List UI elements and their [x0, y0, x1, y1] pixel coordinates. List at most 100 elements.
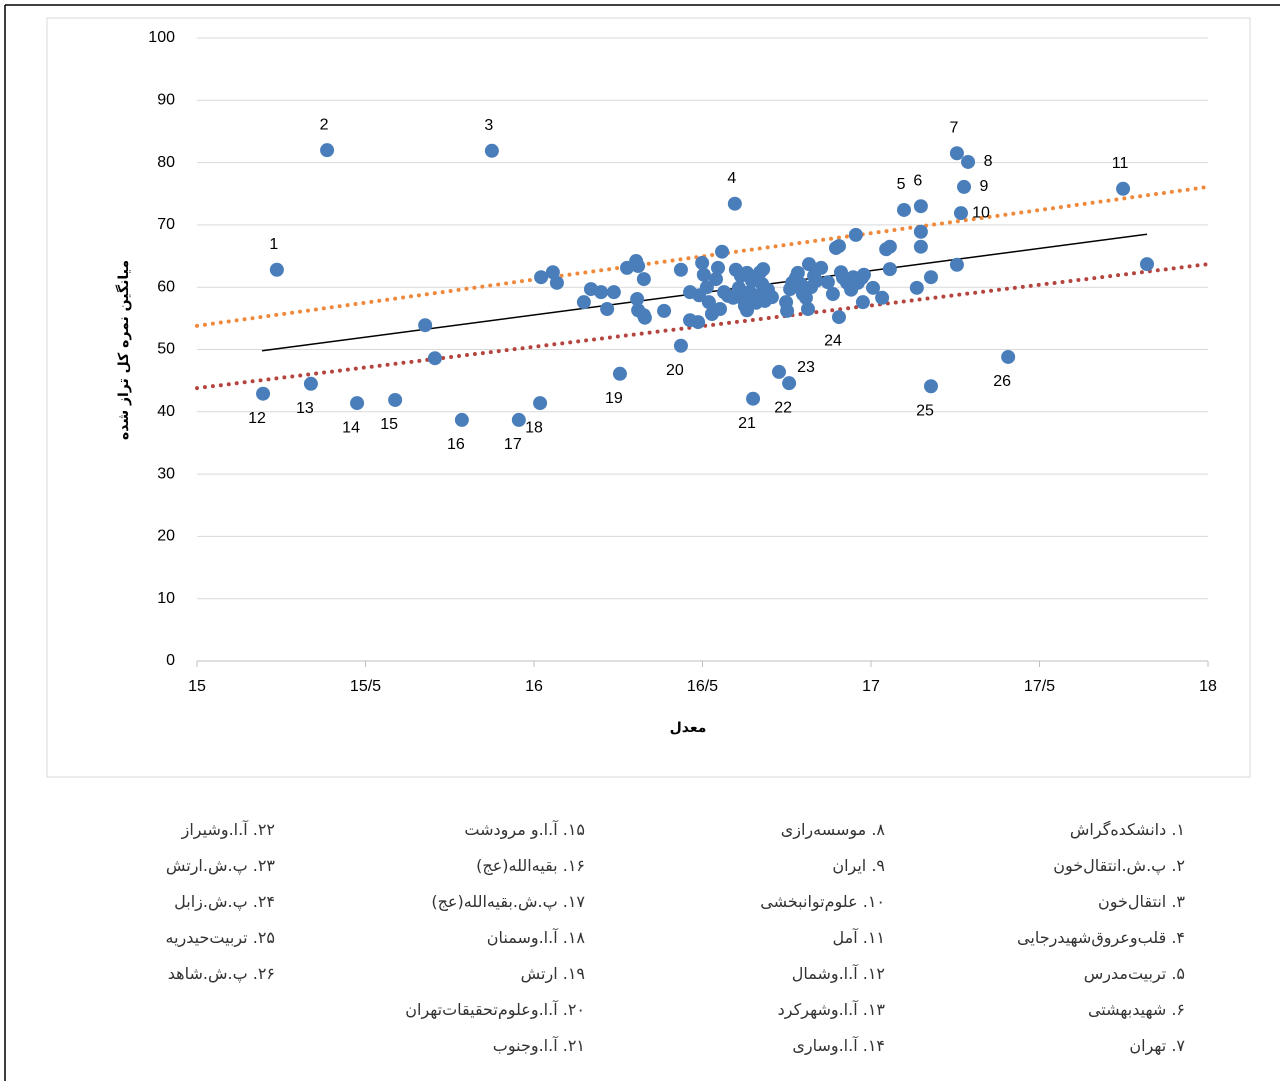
- point: [800, 302, 815, 317]
- point: [715, 244, 730, 259]
- point: [848, 227, 863, 242]
- y-tick-label: 50: [157, 341, 175, 358]
- point: [427, 351, 442, 366]
- point: [923, 379, 938, 394]
- legend-note: ۱۹. ارتش: [520, 964, 585, 983]
- y-tick-label: 90: [157, 92, 175, 109]
- point: [780, 303, 795, 318]
- point: [856, 267, 871, 282]
- point: [691, 315, 706, 330]
- point-label: 13: [296, 400, 314, 417]
- point: [713, 302, 728, 317]
- y-tick-label: 40: [157, 403, 175, 420]
- point-label: 1: [269, 236, 278, 253]
- point: [696, 267, 711, 282]
- point: [484, 143, 499, 158]
- legend-note: ۶. شهیدبهشتی: [1087, 1000, 1185, 1019]
- point: [790, 265, 805, 280]
- y-tick-label: 60: [157, 278, 175, 295]
- point: [809, 273, 824, 288]
- legend-note: ۲۶. پ.ش.شاهد: [167, 964, 275, 983]
- point-label: 2: [320, 116, 329, 133]
- point: [630, 292, 645, 307]
- point: [953, 206, 968, 221]
- band-line: [195, 262, 1210, 391]
- point: [731, 280, 746, 295]
- point: [746, 391, 761, 406]
- point: [454, 412, 469, 427]
- point-label: 12: [248, 410, 266, 427]
- point: [727, 196, 742, 211]
- point: [600, 302, 615, 317]
- point: [606, 285, 621, 300]
- point-label: 3: [484, 117, 493, 134]
- point: [961, 154, 976, 169]
- point-label: 19: [605, 390, 623, 407]
- point-label: 6: [913, 172, 922, 189]
- point: [882, 239, 897, 254]
- point-label: 9: [980, 178, 989, 195]
- point-label: 4: [727, 170, 736, 187]
- legend-note: ۱۷. پ.ش.بقیه‌الله(عج): [431, 892, 585, 911]
- point-label: 16: [447, 436, 465, 453]
- legend-note: ۳. انتقال‌خون: [1098, 892, 1185, 911]
- y-tick-label: 20: [157, 528, 175, 545]
- legend-note: ۱۴. آ.ا.وساری: [792, 1036, 885, 1055]
- point: [637, 310, 652, 325]
- point: [949, 257, 964, 272]
- point-label: 25: [916, 402, 934, 419]
- y-tick-label: 30: [157, 465, 175, 482]
- point-label: 26: [993, 373, 1011, 390]
- point: [631, 259, 646, 274]
- point: [320, 143, 335, 158]
- point-label: 5: [897, 176, 906, 193]
- legend-note: ۲. پ.ش.انتقال‌خون: [1053, 856, 1185, 875]
- point: [576, 295, 591, 310]
- y-tick-label: 100: [148, 29, 175, 46]
- point: [801, 257, 816, 272]
- point: [711, 260, 726, 275]
- legend-note: ۱۰. علوم‌توانبخشی: [760, 892, 885, 911]
- point: [949, 146, 964, 161]
- point: [957, 179, 972, 194]
- point-label: 10: [972, 204, 990, 221]
- point: [1116, 181, 1131, 196]
- point-label: 17: [504, 436, 522, 453]
- x-tick-label: 16: [525, 678, 543, 695]
- point: [695, 255, 710, 270]
- point: [831, 239, 846, 254]
- legend-note: ۲۳. پ.ش.ارتش: [165, 856, 275, 875]
- legend-note: ۲۱. آ.ا.وجنوب: [492, 1036, 585, 1055]
- point: [594, 285, 609, 300]
- point-label: 21: [738, 415, 756, 432]
- point-label: 23: [797, 359, 815, 376]
- point: [303, 376, 318, 391]
- point: [913, 239, 928, 254]
- point: [612, 366, 627, 381]
- point-label: 20: [666, 362, 684, 379]
- point: [350, 396, 365, 411]
- x-tick-label: 17: [862, 678, 880, 695]
- point: [756, 262, 771, 277]
- point: [549, 275, 564, 290]
- legend-note: ۱۱. آمل: [832, 928, 886, 947]
- legend-note: ۱۳. آ.ا.وشهرکرد: [777, 1000, 885, 1019]
- point: [820, 275, 835, 290]
- point: [875, 290, 890, 305]
- y-tick-label: 0: [166, 652, 175, 669]
- legend-note: ۲۰. آ.ا.وعلوم‌تحقیقات‌تهران: [405, 1000, 585, 1019]
- point: [269, 262, 284, 277]
- point: [1140, 257, 1155, 272]
- y-tick-label: 80: [157, 154, 175, 171]
- point: [388, 392, 403, 407]
- legend-note: ۵. تربیت‌مدرس: [1083, 964, 1185, 983]
- point: [533, 396, 548, 411]
- point: [798, 290, 813, 305]
- chart-frame: [46, 17, 1251, 778]
- point: [782, 376, 797, 391]
- x-tick-label: 17/5: [1024, 678, 1055, 695]
- y-tick-label: 70: [157, 216, 175, 233]
- point: [256, 386, 271, 401]
- legend-note: ۷. تهران: [1129, 1036, 1185, 1055]
